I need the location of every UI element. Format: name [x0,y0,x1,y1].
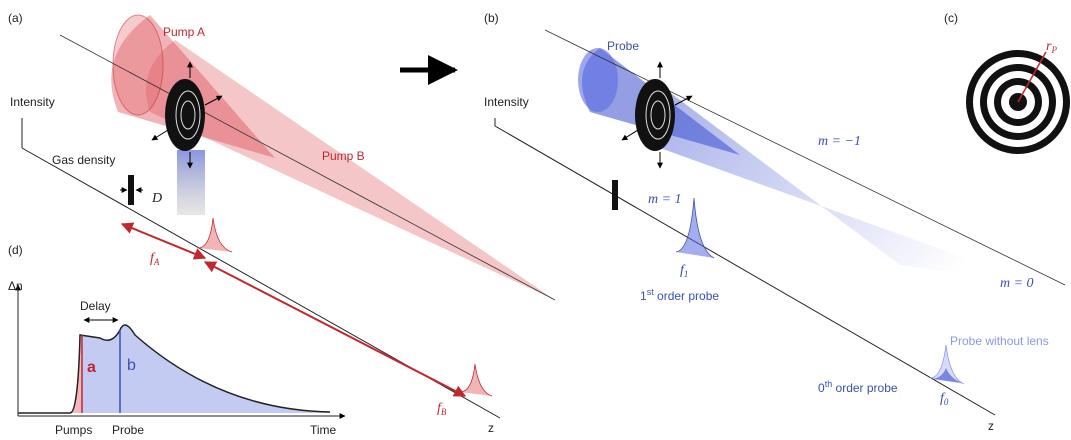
subscript: B [441,407,447,417]
axis-label: Intensity [10,95,55,109]
pump-b-beam [146,40,555,300]
beam-end [578,48,618,112]
axis-label: Δn [8,279,23,293]
axis-label: Time [310,423,337,437]
annotation-rest: order probe [654,289,720,303]
probe-region [120,325,330,413]
beam-label: Pump B [322,149,365,163]
arrow [622,130,638,140]
arrow [152,130,168,140]
annotation: Probe without lens [950,334,1049,348]
panel-c: (c) rP [944,11,1070,154]
pulse [460,364,492,396]
annotation: m = 1 [648,192,682,207]
panel-label: (c) [944,11,958,25]
axis-label: z [988,419,994,433]
lens [635,79,675,151]
annotation: f0 [940,391,949,407]
annotation-rest: order probe [832,381,898,395]
annotation: Gas density [52,153,115,167]
annotation: fB [437,401,447,417]
axis-label: Pumps [55,423,92,437]
superscript: th [825,379,833,389]
annotation: rP [1046,39,1057,55]
beam-label: Probe [607,39,639,53]
annotation: 0th order probe [818,379,898,395]
subscript: 1 [684,269,689,279]
annotation: D [151,191,162,206]
annotation: 1st order probe [640,287,719,303]
subscript: 0 [944,397,949,407]
beam-label: Pump A [163,25,205,39]
pulse [198,218,232,252]
panel-d: (d) Delay Δn a b Pumps Probe Time [8,243,345,437]
annotation: fA [150,251,160,267]
annotation: b [127,357,136,374]
subscript: A [153,257,160,267]
axis-label: z [488,421,494,435]
subscript: P [1050,45,1057,55]
axis-label: Probe [112,423,144,437]
beam-end [113,15,163,115]
gas-density-bar [612,180,618,210]
gas-density-bar [128,175,134,205]
panel-label: (a) [8,11,23,25]
annotation: m = 0 [1000,276,1034,291]
lens [165,79,205,151]
panel-label: (b) [484,11,499,25]
distance-arrow [122,224,205,258]
distance-arrow [205,262,465,396]
annotation: a [87,359,96,376]
axis-label: Intensity [484,95,529,109]
annotation: m = −1 [818,134,861,149]
annotation: f1 [680,263,688,279]
panel-label: (d) [8,243,23,257]
figure: (a) Intensity z Pump A Pump B Gas densit… [0,0,1071,440]
optical-axis [60,35,555,300]
gas-jet [177,150,205,215]
annotation: Delay [80,299,111,313]
